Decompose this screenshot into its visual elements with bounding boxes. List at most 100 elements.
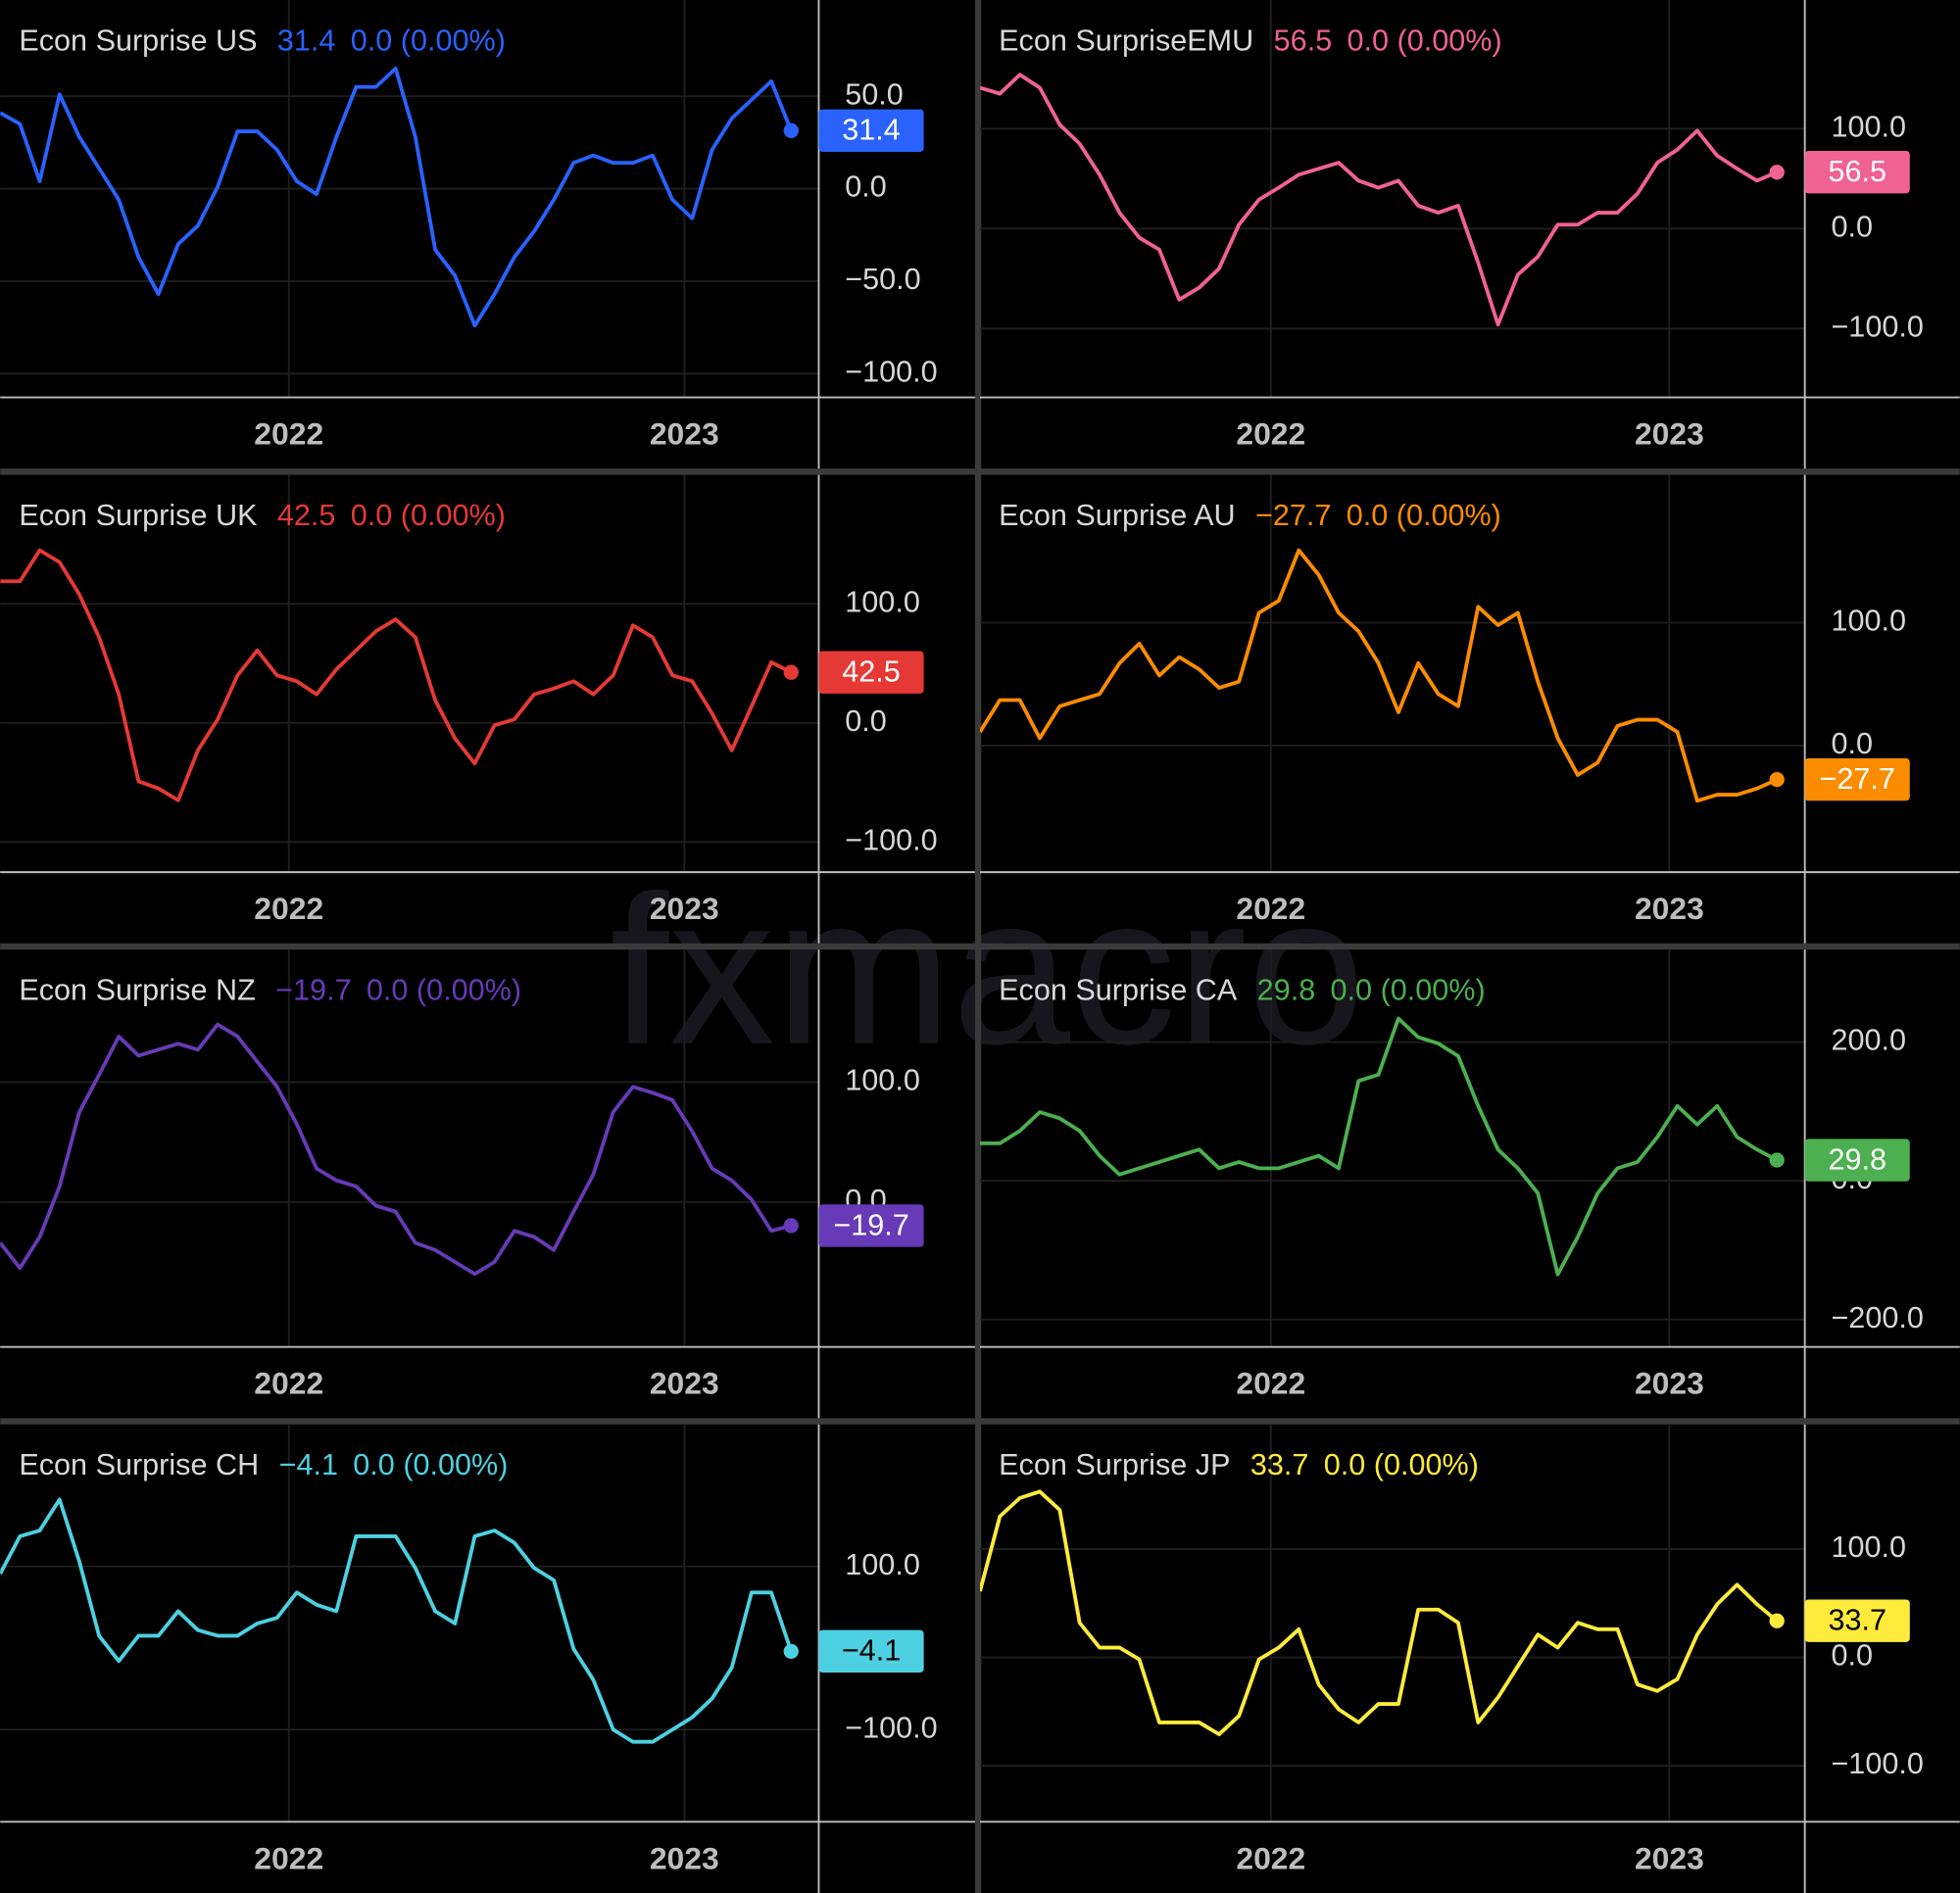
price-tag (818, 651, 924, 694)
price-tag (818, 109, 924, 152)
y-tick-label: 0.0 (845, 170, 887, 204)
x-tick-label: 2022 (254, 415, 323, 451)
chart-title: Econ Surprise JP (999, 1448, 1230, 1481)
x-tick-label: 2023 (1635, 891, 1704, 926)
last-point (783, 664, 799, 680)
chart-title: Econ Surprise CH (19, 1448, 259, 1481)
x-tick-label: 2022 (1236, 1840, 1305, 1875)
price-tag (1804, 1599, 1910, 1642)
price-tag (818, 1204, 924, 1247)
change: 0.0 (0.00%) (367, 974, 521, 1007)
price-tag-label: 31.4 (842, 114, 901, 147)
last-value: 29.8 (1257, 974, 1316, 1007)
chart-header: Econ Surprise NZ −19.7 0.0 (0.00%) (19, 974, 521, 1007)
last-point (1769, 1613, 1785, 1628)
x-tick-label: 2023 (1635, 415, 1704, 451)
last-value: 31.4 (277, 24, 336, 57)
y-tick-label: 100.0 (845, 1548, 920, 1581)
chart-header: Econ Surprise UK 42.5 0.0 (0.00%) (19, 499, 506, 532)
x-tick-label: 2022 (1236, 891, 1305, 926)
change: 0.0 (0.00%) (1347, 499, 1501, 532)
last-point (783, 122, 799, 138)
last-point (1769, 165, 1785, 180)
series-line (980, 548, 1779, 803)
y-tick-label: −100.0 (845, 355, 937, 388)
last-point (783, 1643, 799, 1660)
y-tick-label: 50.0 (845, 77, 904, 111)
y-tick-label: 100.0 (1831, 1530, 1906, 1564)
last-point (783, 1218, 799, 1234)
price-tag-label: −19.7 (833, 1208, 908, 1241)
last-point (1769, 771, 1785, 788)
chart-header: Econ Surprise AU −27.7 0.0 (0.00%) (999, 499, 1501, 532)
separator (0, 1418, 1960, 1425)
y-tick-label: 100.0 (845, 1063, 920, 1096)
series-line (0, 548, 793, 802)
chart-title: Econ Surprise UK (19, 499, 258, 532)
separator (0, 943, 1960, 950)
x-tick-label: 2022 (1236, 415, 1305, 451)
price-tag-label: 29.8 (1828, 1142, 1886, 1176)
last-point (1769, 1152, 1785, 1168)
change: 0.0 (0.00%) (351, 24, 506, 57)
x-tick-label: 2022 (254, 891, 323, 926)
x-tick-label: 2023 (650, 1840, 719, 1875)
series-line (0, 66, 794, 328)
x-tick-label: 2023 (650, 415, 719, 451)
y-tick-label: 0.0 (1831, 210, 1873, 243)
y-tick-label: 200.0 (1831, 1024, 1906, 1057)
y-tick-label: 100.0 (1831, 605, 1906, 638)
series-line (0, 1022, 792, 1277)
y-tick-label: −100.0 (845, 1711, 937, 1744)
separator (0, 468, 1960, 475)
price-tag-label: 33.7 (1828, 1604, 1886, 1637)
x-tick-label: 2023 (650, 1366, 719, 1401)
chart-header: Econ SurpriseEMU 56.5 0.0 (0.00%) (999, 24, 1502, 57)
chart-header: Econ Surprise CA 29.8 0.0 (0.00%) (999, 974, 1486, 1007)
change: 0.0 (0.00%) (1348, 24, 1502, 57)
x-tick-label: 2022 (254, 1840, 323, 1875)
price-tag (1804, 1139, 1910, 1182)
last-value: 56.5 (1274, 24, 1333, 57)
change: 0.0 (0.00%) (1331, 974, 1486, 1007)
change: 0.0 (0.00%) (1324, 1448, 1479, 1481)
y-tick-label: −100.0 (845, 823, 937, 856)
last-value: 42.5 (277, 499, 336, 532)
price-tag (818, 1629, 924, 1674)
change: 0.0 (0.00%) (353, 1448, 508, 1481)
chart-header: Econ Surprise CH −4.1 0.0 (0.00%) (19, 1448, 508, 1481)
x-tick-label: 2023 (650, 891, 719, 926)
price-tag-label: −27.7 (1820, 762, 1895, 796)
price-tag-label: 56.5 (1828, 155, 1886, 188)
y-tick-label: −50.0 (845, 263, 920, 296)
y-tick-label: −100.0 (1831, 1747, 1923, 1780)
chart-title: Econ Surprise AU (999, 499, 1235, 532)
last-value: 33.7 (1250, 1448, 1309, 1481)
series-line (980, 73, 1778, 327)
watermark: fxmacro (610, 851, 1365, 1089)
chart-header: Econ Surprise JP 33.7 0.0 (0.00%) (999, 1448, 1479, 1481)
series-line (980, 1489, 1779, 1736)
price-tag-label: 42.5 (842, 655, 901, 689)
y-tick-label: 100.0 (845, 585, 920, 618)
last-value: −4.1 (279, 1448, 338, 1481)
y-tick-label: 0.0 (1831, 727, 1873, 760)
last-value: −27.7 (1255, 499, 1331, 532)
change: 0.0 (0.00%) (351, 499, 506, 532)
chart-title: Econ Surprise NZ (19, 974, 255, 1007)
y-tick-label: 100.0 (1831, 110, 1906, 143)
x-tick-label: 2023 (1635, 1840, 1704, 1875)
y-tick-label: 0.0 (1831, 1639, 1873, 1673)
chart-title: Econ Surprise US (19, 24, 257, 57)
price-tag-label: −4.1 (842, 1634, 901, 1668)
x-tick-label: 2022 (1236, 1366, 1305, 1401)
price-tag (1804, 757, 1910, 801)
chart-title: Econ Surprise CA (999, 974, 1238, 1007)
series-line (980, 1016, 1779, 1277)
chart-header: Econ Surprise US 31.4 0.0 (0.00%) (19, 24, 506, 57)
price-tag (1804, 151, 1910, 194)
x-tick-label: 2022 (254, 1366, 323, 1401)
y-tick-label: −200.0 (1831, 1301, 1923, 1335)
chart-title: Econ SurpriseEMU (999, 24, 1253, 57)
